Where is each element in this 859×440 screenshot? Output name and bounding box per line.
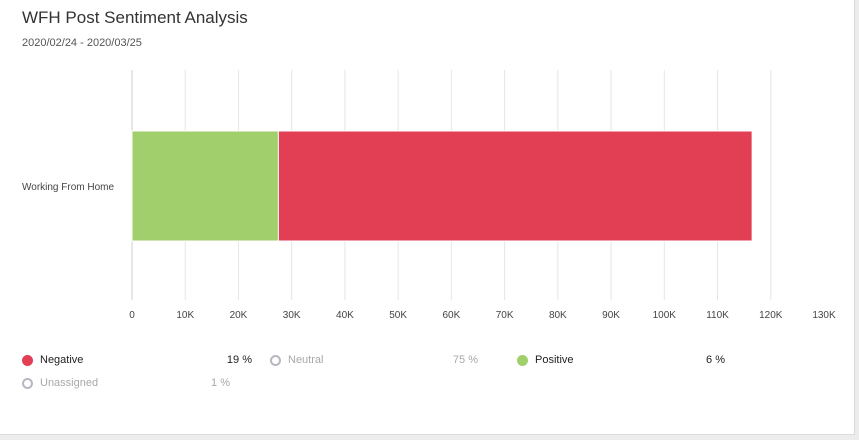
legend-item-unassigned[interactable]: Unassigned 1 % bbox=[22, 376, 232, 392]
legend-item-neutral[interactable]: Neutral 75 % bbox=[270, 353, 480, 369]
date-range: 2020/02/24 - 2020/03/25 bbox=[22, 37, 142, 49]
bar-segment-positive[interactable] bbox=[131, 130, 279, 242]
chart-title: WFH Post Sentiment Analysis bbox=[22, 8, 248, 27]
legend-label: Unassigned bbox=[40, 377, 99, 389]
legend-dot-unassigned-icon bbox=[22, 378, 33, 389]
legend-dot-positive-icon bbox=[517, 355, 528, 366]
legend-item-negative[interactable]: Negative 19 % bbox=[22, 353, 252, 369]
legend-percent: 75 % bbox=[452, 354, 478, 366]
category-label: Working From Home bbox=[22, 182, 114, 193]
x-tick-label: 20K bbox=[230, 310, 248, 321]
x-tick-label: 110K bbox=[706, 310, 729, 321]
x-tick-label: 100K bbox=[653, 310, 677, 321]
legend-label: Negative bbox=[40, 354, 84, 366]
legend-label: Neutral bbox=[288, 354, 324, 366]
x-tick-label: 50K bbox=[389, 310, 407, 321]
x-tick-label: 30K bbox=[283, 310, 301, 321]
x-tick-label: 70K bbox=[496, 310, 514, 321]
bars bbox=[131, 130, 753, 242]
x-tick-label: 0 bbox=[129, 310, 135, 321]
legend-dot-neutral-icon bbox=[270, 355, 281, 366]
x-axis-tick-labels: 0 10K 20K 30K 40K 50K 60K 70K 80K 90K 100K 110K 120K… bbox=[129, 310, 836, 321]
legend-item-positive[interactable]: Positive 6 % bbox=[517, 353, 727, 369]
x-tick-label: 120K bbox=[759, 310, 783, 321]
category-labels: Working From Home bbox=[22, 182, 114, 193]
x-tick-label: 60K bbox=[442, 310, 460, 321]
x-tick-label: 80K bbox=[549, 310, 567, 321]
legend-label: Positive bbox=[535, 354, 574, 366]
legend-percent: 1 % bbox=[211, 377, 230, 389]
legend-percent: 19 % bbox=[226, 354, 252, 366]
x-tick-label: 90K bbox=[602, 310, 620, 321]
x-tick-label: 10K bbox=[176, 310, 194, 321]
x-tick-label: 40K bbox=[336, 310, 354, 321]
bar-segment-negative[interactable] bbox=[277, 130, 753, 242]
x-tick-label: 130K bbox=[812, 310, 836, 321]
legend-dot-negative-icon bbox=[22, 355, 33, 366]
legend-percent: 6 % bbox=[706, 354, 725, 366]
